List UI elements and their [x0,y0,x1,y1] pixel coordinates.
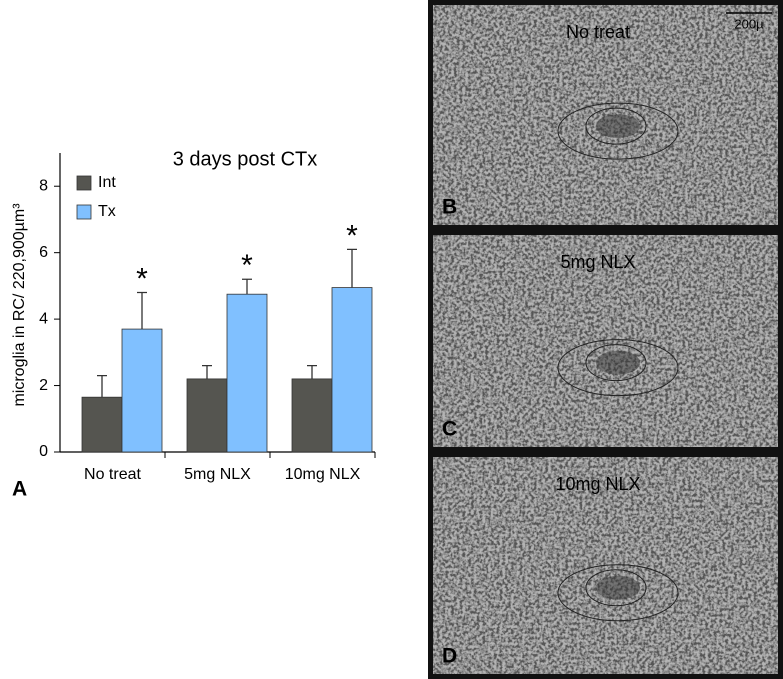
rc-cluster [596,575,640,600]
panel-title: No treat [566,22,630,42]
bar [186,378,228,453]
bar [81,396,123,453]
chart-title: 3 days post CTx [173,148,318,170]
region-outline [585,344,647,382]
y-tick-label: 6 [39,244,48,261]
significance-mark: * [136,262,148,295]
figure-label: A [12,478,27,501]
legend-label: Tx [98,203,116,220]
significance-mark: * [241,249,253,282]
legend-label: Int [98,174,116,191]
rc-cluster [596,114,640,139]
region-outline [557,564,679,622]
panel-label: B [442,196,457,219]
error-bar [242,278,252,295]
micrograph [433,235,778,447]
y-tick-label: 4 [39,310,48,327]
y-tick-label: 2 [39,377,48,394]
x-tick-label: 10mg NLX [285,466,361,483]
significance-mark: * [346,219,358,252]
panel-title: 5mg NLX [560,252,635,272]
error-bar [307,364,317,379]
error-bar [137,291,147,330]
error-bar [347,248,357,288]
legend-swatch [76,175,92,191]
x-tick-label: 5mg NLX [184,466,251,483]
micrograph [433,5,778,225]
bar [226,293,268,453]
error-bar [202,364,212,379]
bar [291,378,333,453]
bar [331,287,373,453]
error-bar [97,374,107,398]
region-outline [585,107,647,145]
panel-title: 10mg NLX [555,474,640,494]
x-tick-label: No treat [84,466,141,483]
y-tick-label: 8 [39,177,48,194]
bar [121,328,163,453]
y-tick-label: 0 [39,443,48,460]
region-outline [557,339,679,397]
region-outline [557,102,679,160]
panel-label: D [442,645,457,668]
y-axis-label: microglia in RC/ 220,900µm³ [11,203,28,407]
legend-swatch [76,204,92,220]
panel-label: C [442,418,457,441]
rc-cluster [596,350,640,375]
scale-bar-label: 200µ [734,16,764,31]
region-outline [585,569,647,607]
